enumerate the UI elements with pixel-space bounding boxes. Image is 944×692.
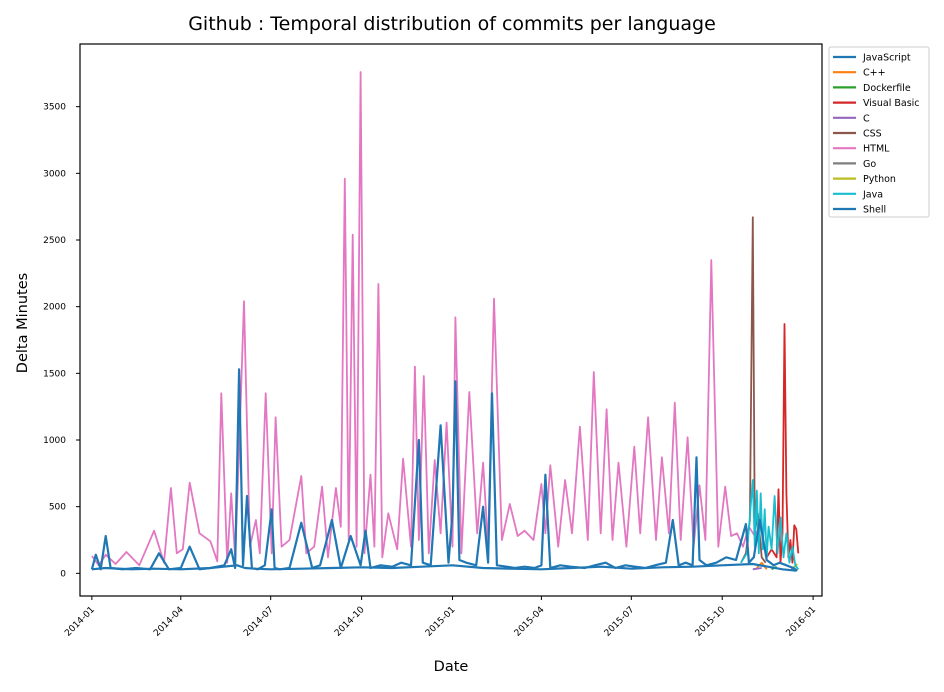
y-tick-label: 0 bbox=[60, 569, 66, 579]
x-tick-label: 2016-01 bbox=[785, 605, 819, 639]
legend-label: Visual Basic bbox=[863, 98, 920, 109]
legend-label: Go bbox=[863, 159, 876, 170]
legend-label: CSS bbox=[863, 129, 882, 140]
y-axis-ticks: 0 500 1000 1500 2000 2500 3000 3500 bbox=[43, 103, 80, 579]
legend-label: Java bbox=[862, 189, 883, 200]
series-line-shell bbox=[90, 368, 798, 572]
series-line-c bbox=[752, 567, 762, 571]
legend-label: Dockerfile bbox=[863, 83, 911, 94]
y-tick-label: 2000 bbox=[43, 303, 66, 313]
legend: JavaScript C++ Dockerfile Visual Basic C CSS H… bbox=[828, 46, 930, 218]
legend-label: Shell bbox=[863, 205, 886, 216]
legend-label: HTML bbox=[863, 144, 890, 155]
plot-lines bbox=[90, 71, 800, 572]
legend-label: JavaScript bbox=[862, 53, 911, 64]
legend-box bbox=[828, 46, 930, 218]
y-tick-label: 2500 bbox=[43, 236, 66, 246]
x-tick-label: 2014-04 bbox=[152, 605, 186, 639]
y-tick-label: 3000 bbox=[43, 169, 66, 179]
x-tick-label: 2014-01 bbox=[63, 605, 97, 639]
x-axis-ticks: 2014-01 2014-04 2014-07 2014-10 2015-01 2015-… bbox=[63, 596, 818, 639]
x-tick-label: 2014-10 bbox=[333, 605, 367, 639]
x-tick-label: 2015-01 bbox=[424, 605, 458, 639]
x-axis-label: Date bbox=[434, 659, 469, 675]
chart-title: Github : Temporal distribution of commit… bbox=[188, 13, 716, 35]
series-line-html bbox=[91, 71, 761, 567]
y-axis-label: Delta Minutes bbox=[15, 273, 31, 373]
legend-label: C bbox=[863, 113, 870, 124]
y-tick-label: 500 bbox=[49, 503, 66, 513]
legend-label: C++ bbox=[863, 68, 886, 79]
series-line-java bbox=[740, 479, 800, 570]
x-tick-label: 2015-07 bbox=[603, 605, 637, 639]
x-tick-label: 2014-07 bbox=[242, 605, 276, 639]
legend-label: Python bbox=[863, 174, 896, 185]
y-tick-label: 1500 bbox=[43, 369, 66, 379]
y-tick-label: 3500 bbox=[43, 103, 66, 113]
plot-area-frame bbox=[79, 43, 823, 597]
series-line-visual-basic bbox=[765, 323, 800, 564]
x-tick-label: 2015-10 bbox=[694, 605, 728, 639]
series-line-javascript bbox=[91, 562, 797, 572]
y-tick-label: 1000 bbox=[43, 436, 66, 446]
x-tick-label: 2015-04 bbox=[513, 605, 547, 639]
